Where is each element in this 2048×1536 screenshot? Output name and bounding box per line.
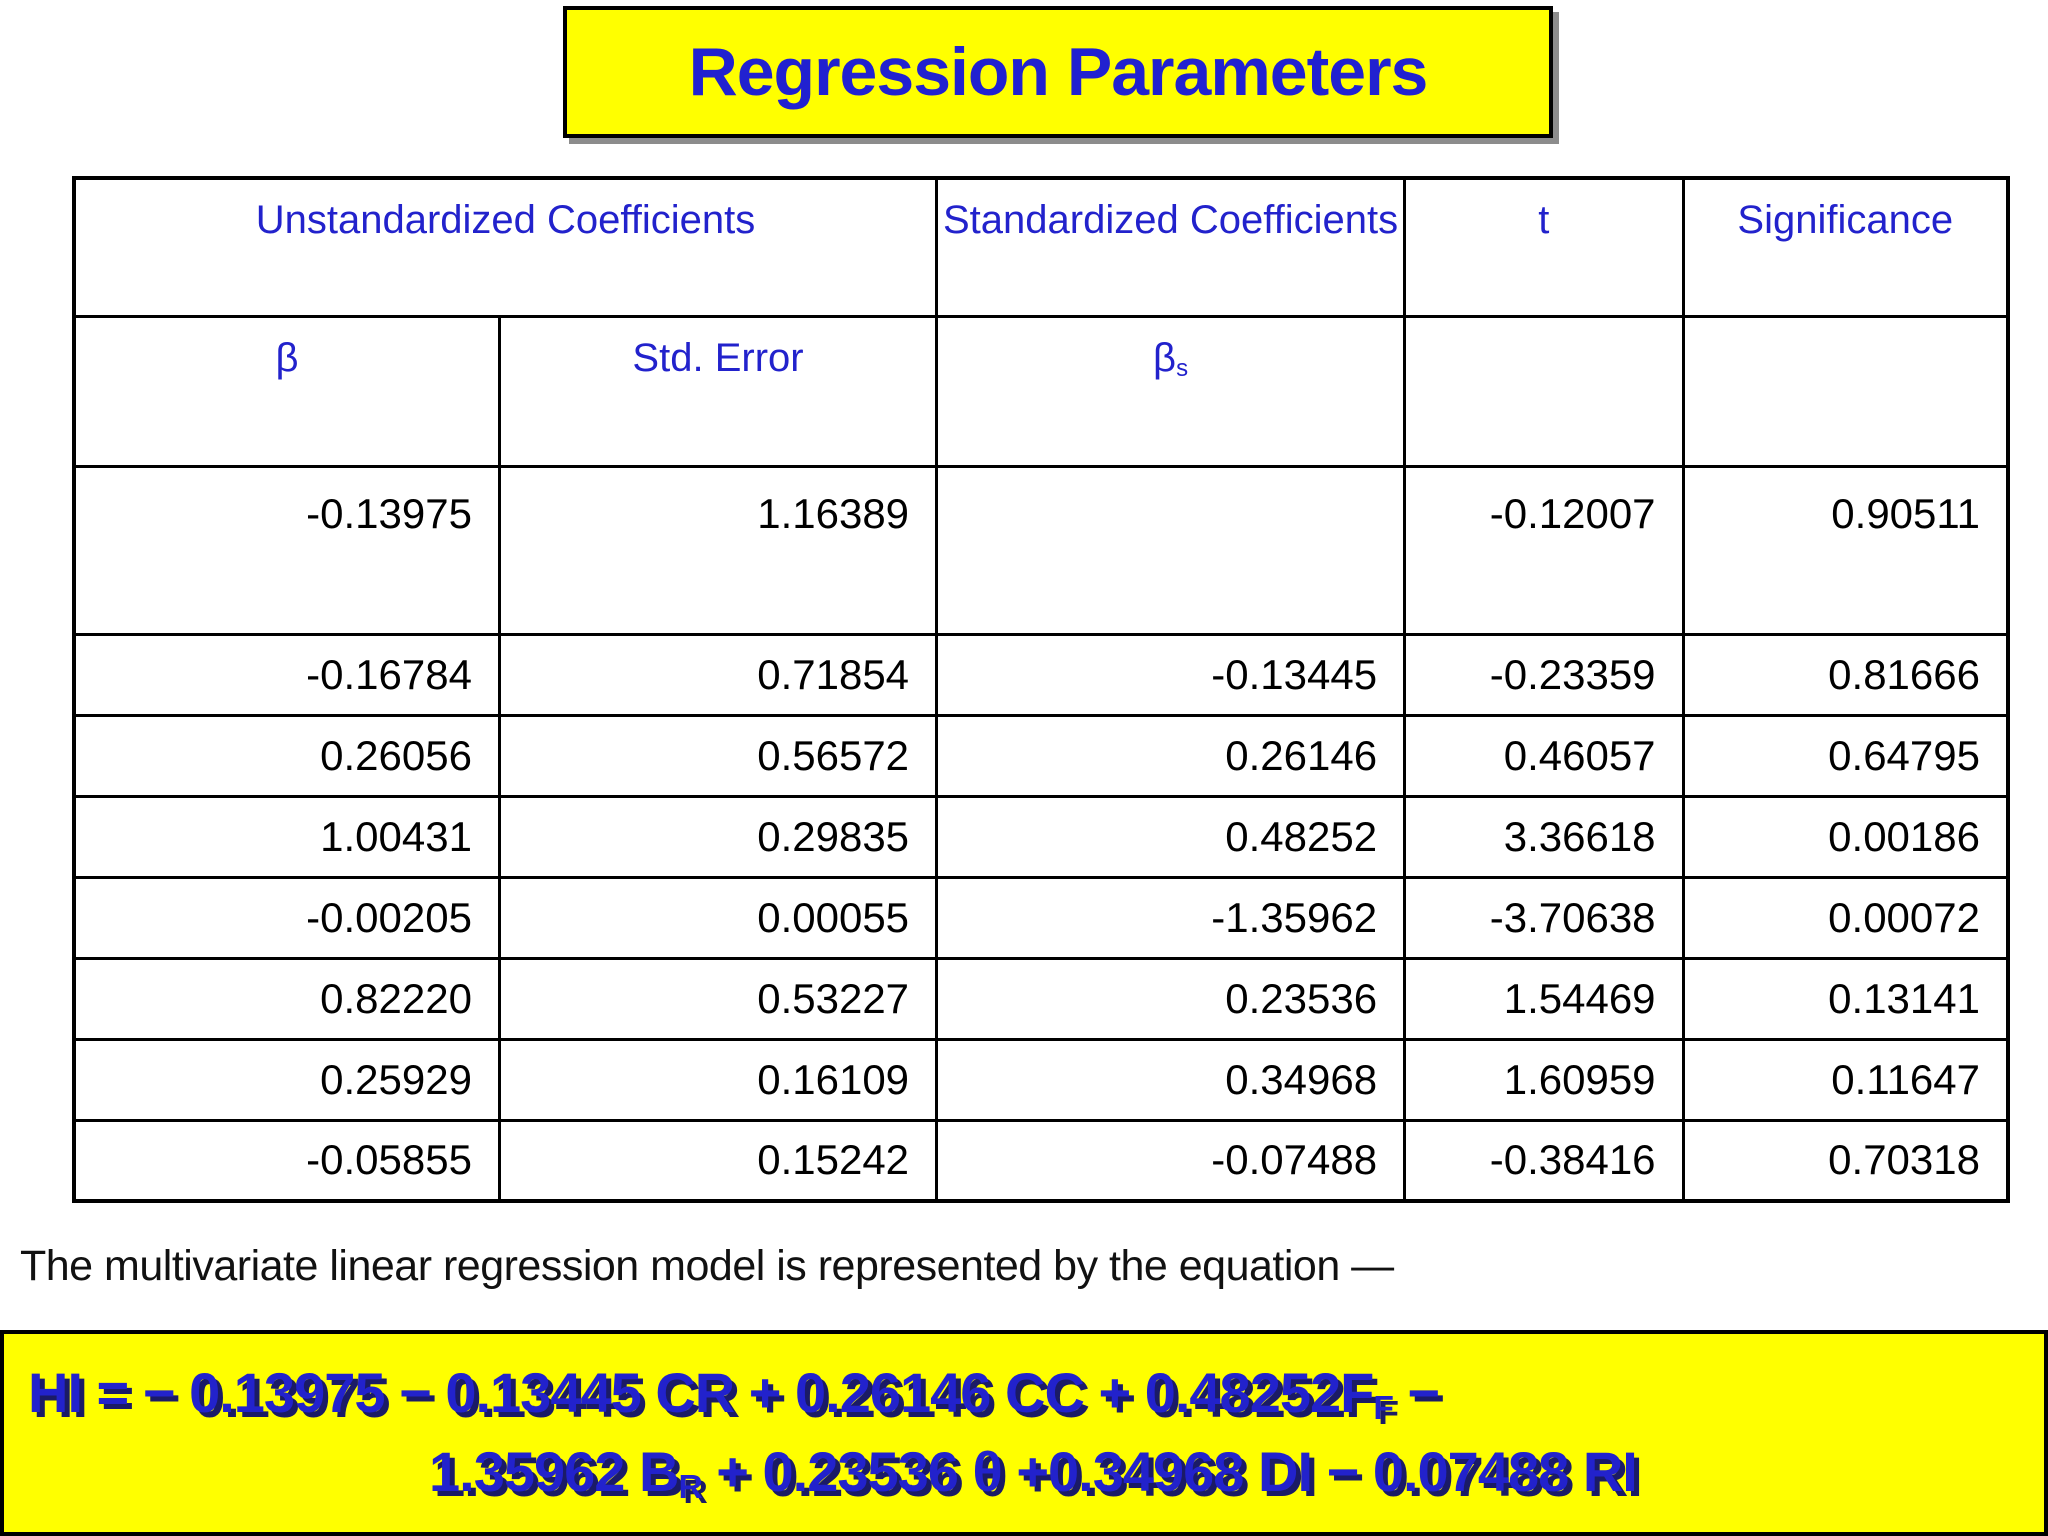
- table-cell: -0.13975: [72, 464, 501, 636]
- table-cell: 0.16109: [497, 1037, 939, 1122]
- table-row: 0.25929 0.16109 0.34968 1.60959 0.11647: [72, 1037, 2010, 1122]
- equation-subscript: F: [1373, 1390, 1393, 1428]
- table-cell: -0.13445: [935, 632, 1407, 717]
- table-cell: 0.48252: [935, 794, 1407, 879]
- table-cell: 0.82220: [72, 956, 501, 1041]
- equation-segment: 1.35962 B: [429, 1440, 679, 1503]
- table-cell: 0.34968: [935, 1037, 1407, 1122]
- equation-segment: + 0.23536 θ +0.34968 DI − 0.07488 RI: [701, 1440, 1638, 1503]
- table-cell: 0.81666: [1681, 632, 2010, 717]
- equation-segment: HI = − 0.13975 − 0.13445 CR + 0.26146 CC…: [28, 1361, 1374, 1424]
- equation-line-2: 1.35962 BR + 0.23536 θ +0.34968 DI − 0.0…: [429, 1439, 2044, 1507]
- header-standardized-coefficients: Standardized Coefficients: [935, 176, 1407, 318]
- table-row: 0.26056 0.56572 0.26146 0.46057 0.64795: [72, 713, 2010, 798]
- table-row: -0.00205 0.00055 -1.35962 -3.70638 0.00072: [72, 875, 2010, 960]
- table-cell: 0.23536: [935, 956, 1407, 1041]
- table-row: 1.00431 0.29835 0.48252 3.36618 0.00186: [72, 794, 2010, 879]
- table-cell: -0.12007: [1403, 464, 1685, 636]
- table-cell: 0.46057: [1403, 713, 1685, 798]
- table-cell: 0.90511: [1681, 464, 2010, 636]
- table-cell: -0.00205: [72, 875, 501, 960]
- table-cell: 1.00431: [72, 794, 501, 879]
- table-cell: 0.53227: [497, 956, 939, 1041]
- table-cell: 1.60959: [1403, 1037, 1685, 1122]
- table-row: -0.16784 0.71854 -0.13445 -0.23359 0.81666: [72, 632, 2010, 717]
- equation-box: HI = − 0.13975 − 0.13445 CR + 0.26146 CC…: [0, 1330, 2048, 1536]
- header-beta-s: βs: [935, 314, 1407, 468]
- table-row: -0.05855 0.15242 -0.07488 -0.38416 0.70318: [72, 1118, 2010, 1203]
- table-cell: -3.70638: [1403, 875, 1685, 960]
- table-cell: [935, 464, 1407, 636]
- header-unstandardized-coefficients: Unstandardized Coefficients: [72, 176, 939, 318]
- regression-table: Unstandardized Coefficients Standardized…: [72, 176, 2010, 1203]
- table-row: -0.13975 1.16389 -0.12007 0.90511: [72, 464, 2010, 636]
- beta-s-subscript: s: [1176, 354, 1189, 382]
- table-cell: 0.15242: [497, 1118, 939, 1203]
- title-box: Regression Parameters: [563, 6, 1553, 138]
- table-body: -0.13975 1.16389 -0.12007 0.90511 -0.16784 0.…: [72, 464, 2010, 1203]
- table-cell: 0.71854: [497, 632, 939, 717]
- table-cell: 0.00055: [497, 875, 939, 960]
- header-beta: β: [72, 314, 501, 468]
- header-t: t: [1403, 176, 1685, 318]
- table-cell: 0.70318: [1681, 1118, 2010, 1203]
- table-header-group-row: Unstandardized Coefficients Standardized…: [72, 176, 2010, 318]
- equation-segment: −: [1392, 1361, 1440, 1424]
- table-cell: 3.36618: [1403, 794, 1685, 879]
- table-row: 0.82220 0.53227 0.23536 1.54469 0.13141: [72, 956, 2010, 1041]
- table-cell: 0.64795: [1681, 713, 2010, 798]
- header-std-error: Std. Error: [497, 314, 939, 468]
- table-cell: 0.00186: [1681, 794, 2010, 879]
- table-cell: -0.38416: [1403, 1118, 1685, 1203]
- table-cell: -0.05855: [72, 1118, 501, 1203]
- caption-text: The multivariate linear regression model…: [20, 1242, 1394, 1290]
- beta-s-base: β: [1153, 335, 1177, 380]
- equation-subscript: R: [678, 1469, 702, 1507]
- header-empty-significance: [1681, 314, 2010, 468]
- table-cell: -0.23359: [1403, 632, 1685, 717]
- slide-title: Regression Parameters: [688, 34, 1429, 110]
- table-cell: -0.16784: [72, 632, 501, 717]
- table-cell: 0.00072: [1681, 875, 2010, 960]
- table-cell: 1.16389: [497, 464, 939, 636]
- table-cell: 0.13141: [1681, 956, 2010, 1041]
- table-cell: 0.25929: [72, 1037, 501, 1122]
- header-significance: Significance: [1681, 176, 2010, 318]
- table-cell: 0.29835: [497, 794, 939, 879]
- table-cell: -0.07488: [935, 1118, 1407, 1203]
- table-cell: -1.35962: [935, 875, 1407, 960]
- table-cell: 1.54469: [1403, 956, 1685, 1041]
- table-cell: 0.26146: [935, 713, 1407, 798]
- table-header-sub-row: β Std. Error βs: [72, 314, 2010, 468]
- table-cell: 0.56572: [497, 713, 939, 798]
- header-empty-t: [1403, 314, 1685, 468]
- equation-line-1: HI = − 0.13975 − 0.13445 CR + 0.26146 CC…: [28, 1360, 2044, 1428]
- table-cell: 0.26056: [72, 713, 501, 798]
- table-cell: 0.11647: [1681, 1037, 2010, 1122]
